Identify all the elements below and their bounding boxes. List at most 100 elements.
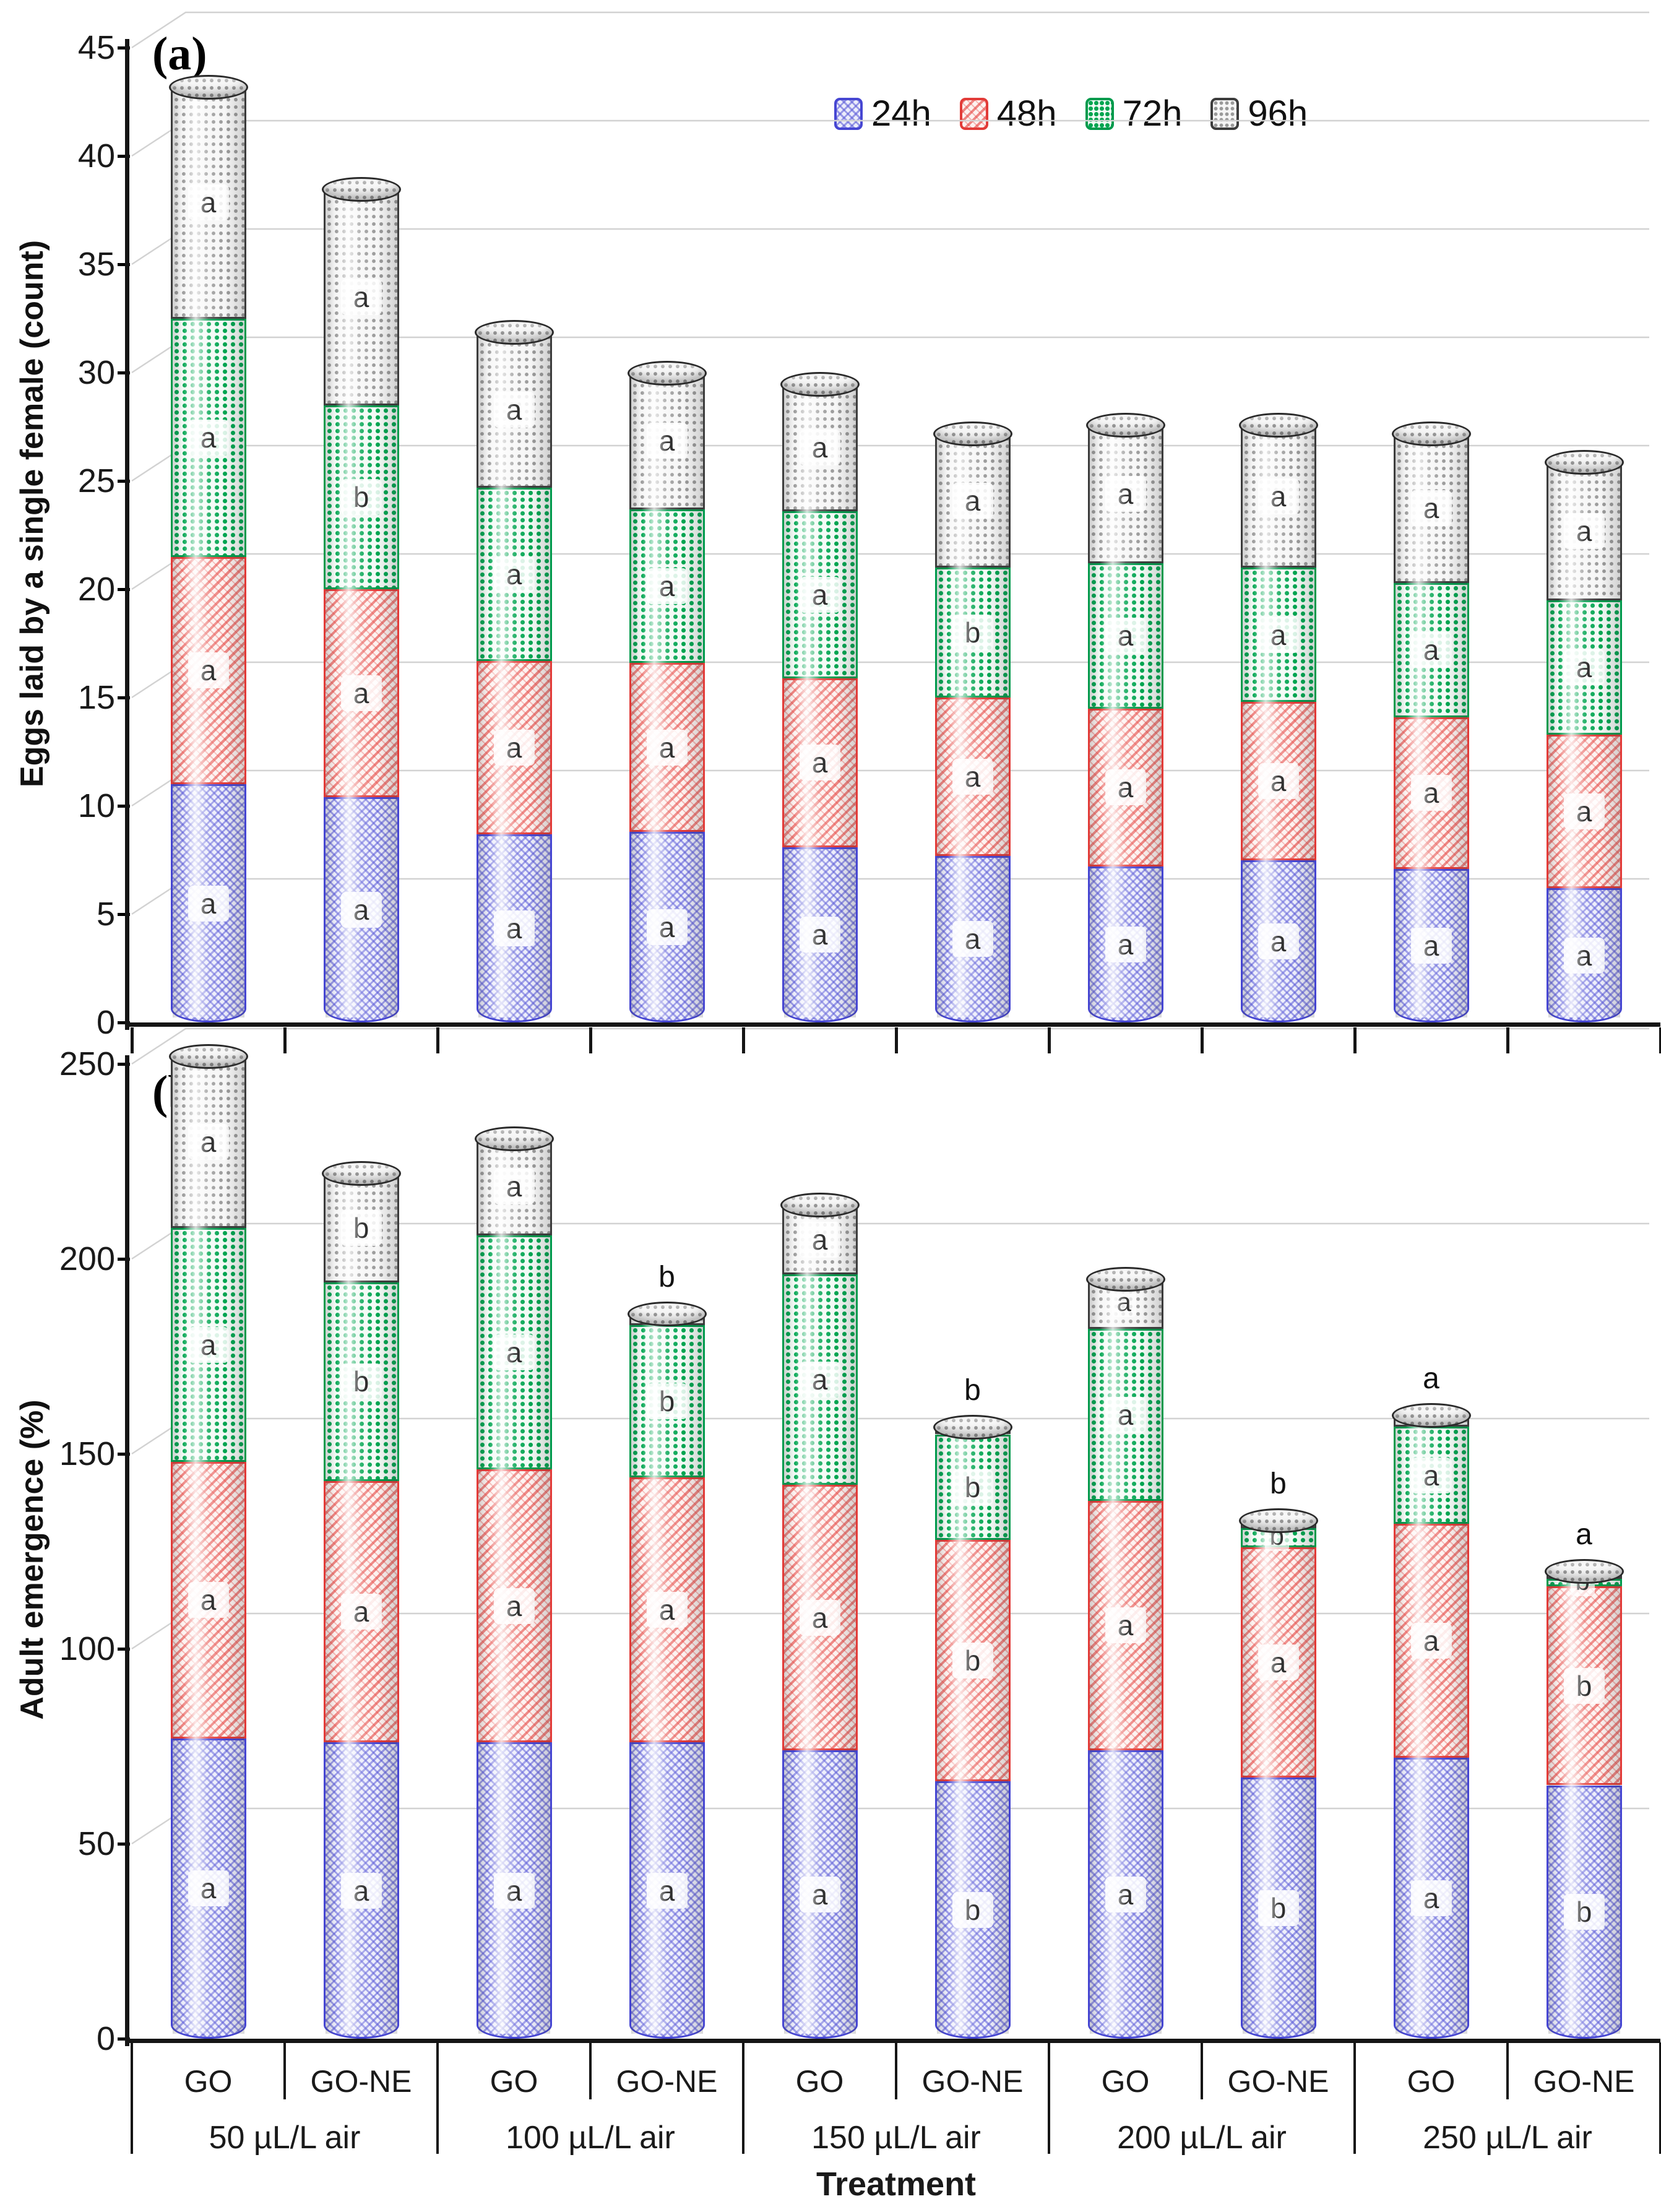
cylinder-cap	[168, 75, 248, 100]
y-tick-label: 30	[77, 354, 115, 391]
y-tick-mark	[118, 696, 130, 699]
legend: 24h 48h 72h 96h	[834, 93, 1308, 134]
x-axis-line	[125, 2039, 1660, 2043]
x-axis-line	[125, 1022, 1660, 1027]
sig-letter-above: b	[1270, 1467, 1287, 1501]
cylinder-cap	[933, 421, 1012, 446]
group-divider	[742, 2042, 744, 2154]
sig-letter: a	[1105, 1876, 1146, 1912]
sig-letter: a	[1105, 927, 1146, 962]
legend-label: 96h	[1248, 93, 1308, 134]
cylinder-cap	[321, 176, 401, 202]
sig-letter: a	[340, 1594, 382, 1630]
treatment-divider	[283, 2042, 286, 2099]
group-divider	[1353, 2042, 1356, 2154]
sig-letter: a	[340, 1872, 382, 1909]
sig-letter: b	[1563, 1894, 1605, 1930]
treatment-divider	[589, 2042, 592, 2099]
sig-letter: a	[188, 420, 229, 456]
y-tick-mark	[118, 588, 130, 591]
treatment-label: GO-NE	[616, 2064, 718, 2099]
sig-letter: a	[799, 1221, 840, 1258]
sig-letter: a	[188, 885, 229, 922]
sig-letter: b	[646, 1383, 688, 1419]
sig-letter: a	[1105, 1397, 1146, 1433]
concentration-label: 200 µL/L air	[1117, 2120, 1287, 2156]
sig-letter: a	[493, 1872, 535, 1909]
x-tick-mark	[1201, 1027, 1204, 1053]
treatment-label: GO	[1101, 2064, 1150, 2099]
cylinder-cap	[474, 1126, 554, 1151]
y-tick-label: 45	[77, 29, 115, 66]
sig-letter: a	[952, 921, 993, 957]
sig-letter: a	[1410, 490, 1452, 526]
cylinder-cap	[780, 1192, 860, 1217]
concentration-label: 250 µL/L air	[1423, 2120, 1592, 2156]
sig-letter: a	[340, 279, 382, 315]
sig-letter: a	[1410, 1880, 1452, 1917]
y-axis-line	[125, 39, 129, 1030]
sig-letter: a	[1258, 763, 1299, 799]
sig-letter-above: a	[1423, 1362, 1439, 1395]
sig-letter: a	[646, 423, 688, 459]
sig-letter: a	[188, 1124, 229, 1160]
treatment-label: GO-NE	[1227, 2064, 1329, 2099]
sig-letter: a	[799, 429, 840, 465]
sig-letter: a	[493, 556, 535, 592]
x-tick-mark	[742, 1027, 745, 1053]
sig-letter: b	[1258, 1890, 1299, 1926]
sig-letter: a	[188, 652, 229, 689]
sig-letter: a	[1563, 512, 1605, 549]
sig-letter: a	[188, 1326, 229, 1363]
y-tick-mark	[118, 805, 130, 808]
treatment-label: GO-NE	[310, 2064, 412, 2099]
treatment-divider	[1201, 2042, 1203, 2099]
legend-swatch-green-dots-icon	[1085, 97, 1114, 130]
sig-letter: a	[1105, 769, 1146, 806]
y-tick-mark	[118, 1843, 130, 1846]
y-tick-label: 50	[77, 1825, 115, 1862]
cylinder-cap	[321, 1161, 401, 1186]
x-axis-title: Treatment	[816, 2166, 977, 2203]
sig-letter: a	[1563, 649, 1605, 685]
y-tick-label: 0	[96, 2020, 115, 2057]
sig-letter: a	[1258, 616, 1299, 653]
y-tick-mark	[118, 1021, 130, 1024]
sig-letter: a	[799, 576, 840, 613]
cylinder-cap	[627, 361, 707, 386]
x-tick-mark	[283, 1027, 287, 1053]
y-tick-label: 100	[59, 1630, 115, 1667]
cylinder-cap	[1085, 413, 1165, 438]
cylinder-cap	[1238, 1508, 1318, 1534]
cylinder-cap	[1544, 449, 1624, 475]
sig-letter: a	[799, 745, 840, 780]
treatment-label: GO	[490, 2064, 538, 2099]
y-tick-mark	[118, 371, 130, 374]
y-tick-label: 200	[59, 1240, 115, 1277]
cylinder-cap	[1391, 1403, 1471, 1428]
sig-letter: b	[952, 1642, 993, 1678]
treatment-label: GO-NE	[921, 2064, 1024, 2099]
x-tick-mark	[895, 1027, 898, 1053]
treatment-divider	[1506, 2042, 1509, 2099]
group-divider	[1659, 2042, 1661, 2154]
sig-letter: b	[340, 1363, 382, 1400]
sig-letter: a	[646, 909, 688, 945]
sig-letter: a	[646, 1592, 688, 1628]
legend-item-24h: 24h	[834, 93, 931, 134]
sig-letter: b	[952, 1892, 993, 1929]
legend-swatch-red-diagonal-hatch-icon	[959, 97, 988, 130]
sig-letter: a	[493, 1169, 535, 1205]
cylinder-cap	[474, 319, 554, 345]
sig-letter: a	[188, 184, 229, 221]
sig-letter: a	[1105, 476, 1146, 512]
sig-letter: a	[646, 568, 688, 604]
x-tick-mark	[1506, 1027, 1509, 1053]
treatment-divider	[895, 2042, 897, 2099]
sig-letter: a	[1410, 927, 1452, 964]
sig-letter-above: b	[964, 1373, 981, 1407]
sig-letter: a	[493, 910, 535, 946]
cylinder-cap	[1544, 1559, 1624, 1584]
x-tick-mark	[131, 1027, 134, 1053]
